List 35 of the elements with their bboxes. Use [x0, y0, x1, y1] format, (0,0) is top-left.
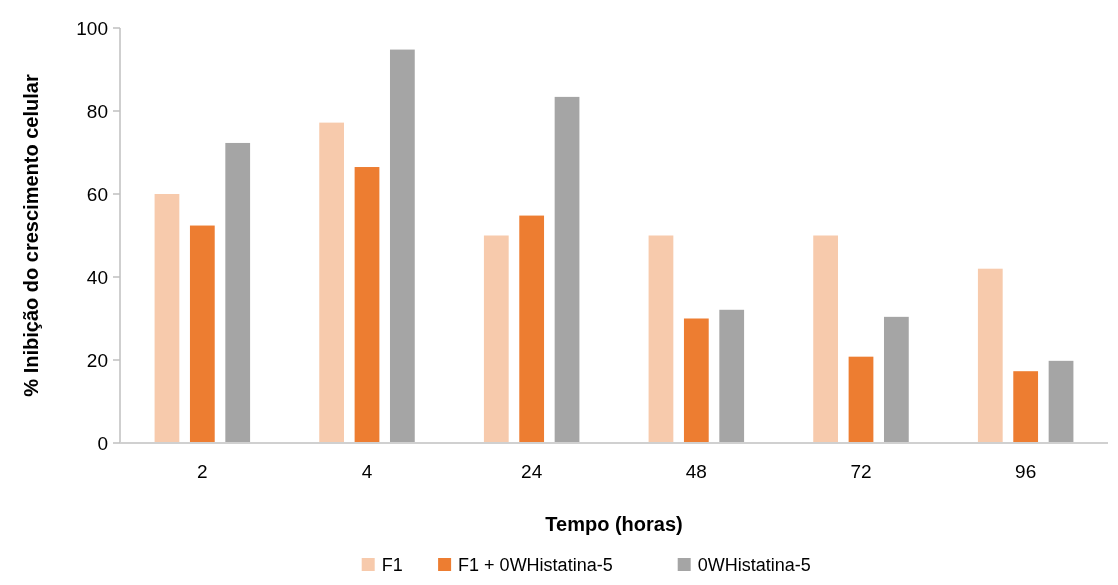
- y-tick-label: 60: [86, 183, 108, 205]
- bar: [977, 268, 1003, 443]
- x-tick-label: 96: [1015, 461, 1037, 482]
- bar: [225, 142, 251, 443]
- bar: [389, 49, 415, 443]
- x-tick-label: 72: [850, 461, 872, 482]
- bar: [883, 316, 909, 443]
- bar: [813, 235, 839, 443]
- y-tick-label: 40: [86, 266, 108, 288]
- legend-label: F1: [381, 555, 403, 575]
- x-axis-title: Tempo (horas): [545, 513, 683, 535]
- y-tick-label: 20: [86, 349, 108, 371]
- x-tick-label: 24: [521, 461, 543, 482]
- bar: [1048, 360, 1074, 443]
- bar: [848, 356, 874, 443]
- legend-label: 0WHistatina-5: [697, 555, 811, 575]
- bar: [519, 215, 545, 443]
- bar: [483, 235, 509, 443]
- bar: [189, 225, 215, 443]
- bar: [648, 235, 674, 443]
- x-tick-label: 48: [685, 461, 707, 482]
- bar: [154, 194, 180, 443]
- x-tick-label: 2: [197, 461, 208, 482]
- bar: [683, 318, 709, 443]
- y-axis-title: % Inibição do crescimento celular: [20, 74, 42, 397]
- bar: [719, 309, 745, 443]
- bar: [1013, 371, 1039, 443]
- y-tick-label: 100: [76, 17, 108, 39]
- y-tick-label: 80: [86, 100, 108, 122]
- y-tick-label: 0: [97, 432, 108, 454]
- x-tick-label: 4: [361, 461, 373, 482]
- bar: [354, 167, 380, 443]
- legend-label: F1 + 0WHistatina-5: [458, 555, 613, 575]
- bar: [554, 96, 580, 443]
- bar: [319, 122, 345, 443]
